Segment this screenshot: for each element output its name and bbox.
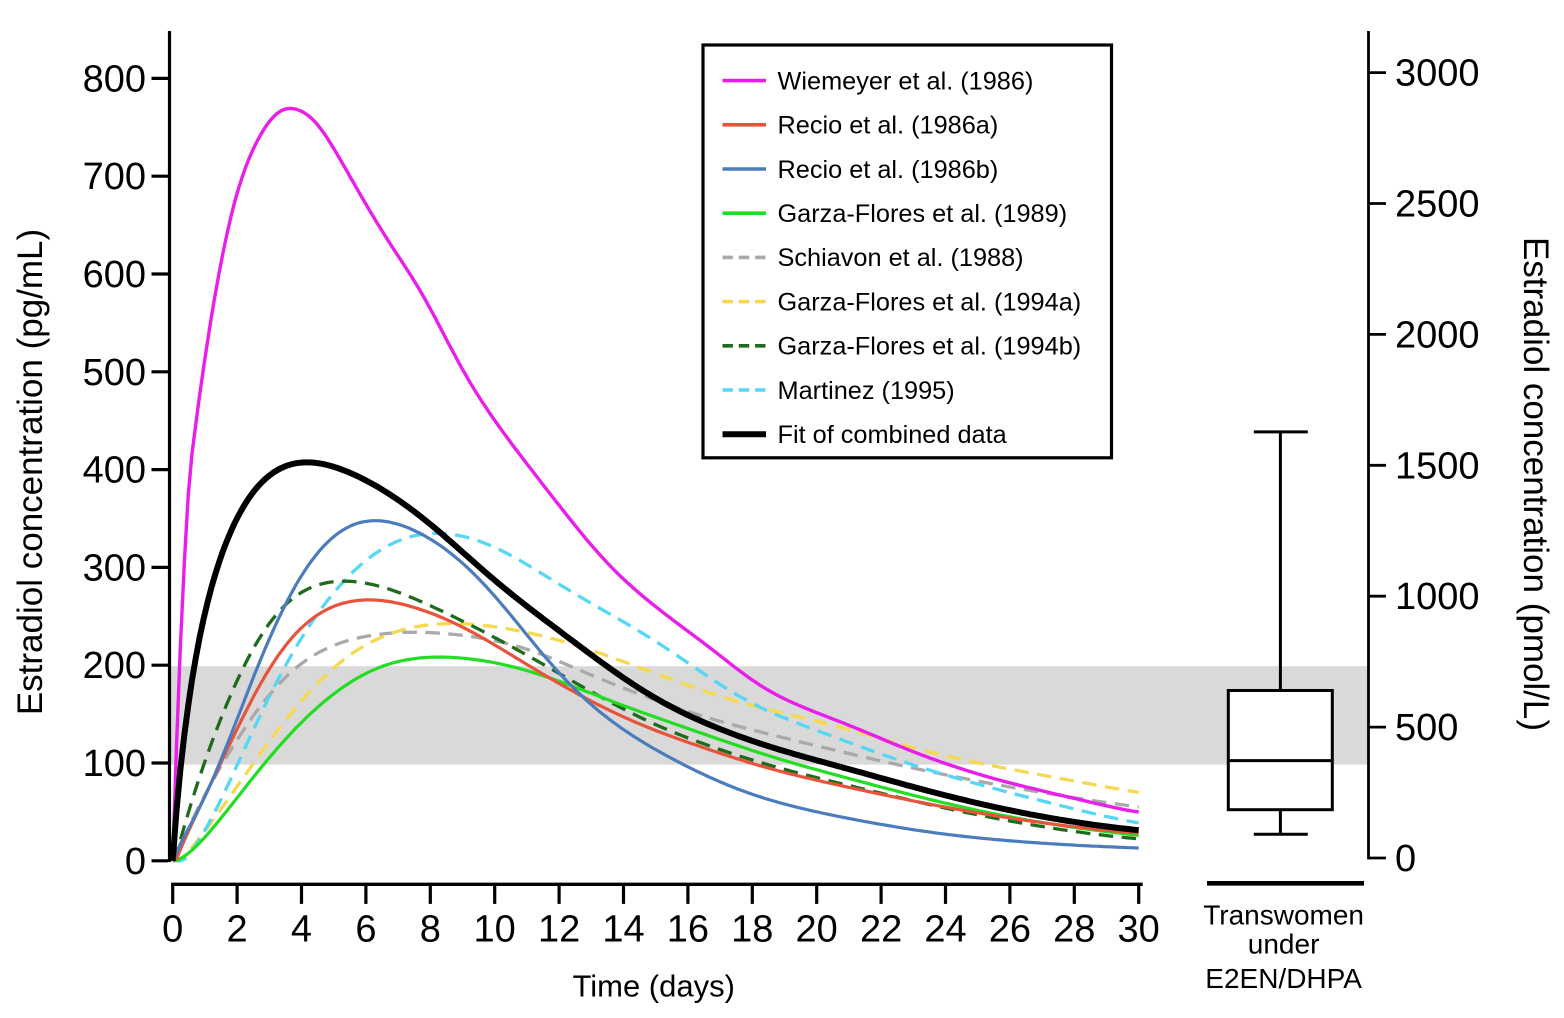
svg-text:8: 8 [420, 909, 441, 951]
svg-text:E2EN/DHPA: E2EN/DHPA [1205, 963, 1362, 994]
svg-text:0: 0 [162, 909, 183, 951]
svg-text:500: 500 [1395, 707, 1458, 749]
svg-text:Recio et al. (1986b): Recio et al. (1986b) [778, 156, 999, 184]
svg-text:22: 22 [860, 909, 902, 951]
svg-text:10: 10 [474, 909, 516, 951]
svg-text:14: 14 [602, 909, 644, 951]
svg-text:400: 400 [83, 450, 146, 492]
svg-text:Garza-Flores et al. (1989): Garza-Flores et al. (1989) [778, 200, 1068, 228]
svg-text:200: 200 [83, 645, 146, 687]
svg-text:2: 2 [227, 909, 248, 951]
svg-text:600: 600 [83, 254, 146, 296]
svg-text:Garza-Flores et al. (1994b): Garza-Flores et al. (1994b) [778, 333, 1082, 361]
svg-text:18: 18 [731, 909, 773, 951]
svg-text:26: 26 [989, 909, 1031, 951]
svg-text:4: 4 [291, 909, 312, 951]
svg-text:Schiavon et al. (1988): Schiavon et al. (1988) [778, 244, 1024, 272]
svg-text:800: 800 [83, 58, 146, 100]
svg-text:12: 12 [538, 909, 580, 951]
svg-text:Wiemeyer et al. (1986): Wiemeyer et al. (1986) [778, 67, 1034, 95]
svg-text:2500: 2500 [1395, 184, 1480, 226]
svg-text:24: 24 [924, 909, 966, 951]
svg-text:Recio et al. (1986a): Recio et al. (1986a) [778, 112, 999, 140]
svg-text:Transwomen: Transwomen [1203, 900, 1364, 931]
svg-text:under: under [1248, 929, 1320, 960]
svg-text:Garza-Flores et al. (1994a): Garza-Flores et al. (1994a) [778, 288, 1082, 316]
svg-text:3000: 3000 [1395, 53, 1480, 95]
svg-text:Estradiol concentration (pmol/: Estradiol concentration (pmol/L) [1516, 237, 1555, 731]
svg-text:Fit of combined data: Fit of combined data [778, 421, 1008, 449]
svg-text:1000: 1000 [1395, 576, 1480, 618]
svg-text:16: 16 [667, 909, 709, 951]
svg-text:700: 700 [83, 156, 146, 198]
svg-text:Martinez (1995): Martinez (1995) [778, 377, 955, 405]
svg-text:0: 0 [125, 841, 146, 883]
svg-text:Estradiol concentration (pg/mL: Estradiol concentration (pg/mL) [11, 229, 50, 715]
svg-text:Time (days): Time (days) [572, 968, 734, 1003]
svg-text:30: 30 [1118, 909, 1160, 951]
svg-text:500: 500 [83, 352, 146, 394]
svg-text:100: 100 [83, 743, 146, 785]
svg-text:20: 20 [796, 909, 838, 951]
svg-text:1500: 1500 [1395, 445, 1480, 487]
svg-text:28: 28 [1053, 909, 1095, 951]
svg-text:2000: 2000 [1395, 314, 1480, 356]
svg-text:0: 0 [1395, 838, 1416, 880]
svg-text:6: 6 [355, 909, 376, 951]
svg-text:300: 300 [83, 547, 146, 589]
